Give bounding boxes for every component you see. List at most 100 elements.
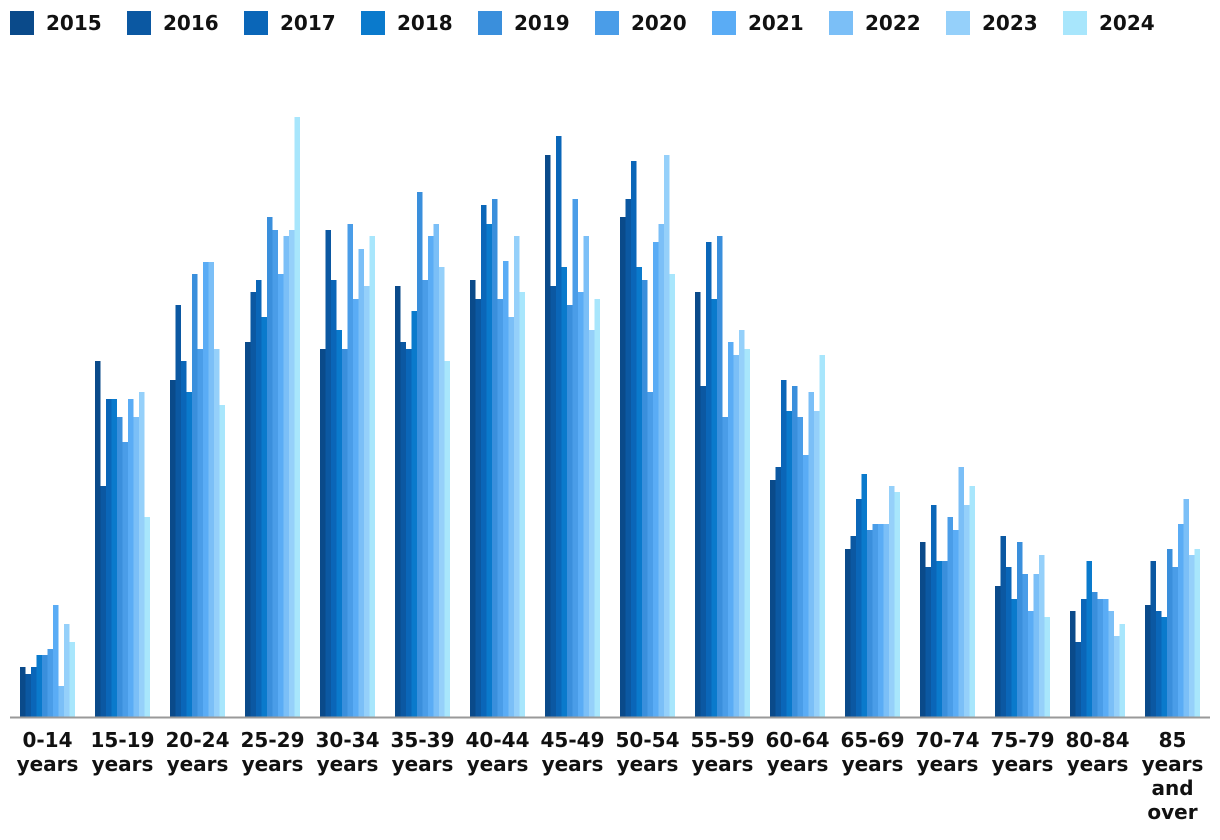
bar	[572, 199, 578, 717]
x-tick-label: 75-79 years	[990, 728, 1055, 776]
legend-label: 2021	[748, 11, 804, 35]
legend-label: 2022	[865, 11, 921, 35]
bar	[936, 561, 942, 717]
bar	[958, 467, 964, 717]
bar	[406, 349, 412, 717]
bar	[947, 517, 953, 717]
x-tick-label: 60-64 years	[765, 728, 830, 776]
bar	[861, 474, 867, 717]
bar	[1194, 549, 1200, 717]
x-tick-label: 80-84 years	[1065, 728, 1130, 776]
bar	[369, 236, 375, 717]
bar	[417, 192, 423, 717]
bar	[342, 349, 348, 717]
bar	[192, 274, 198, 717]
bar	[883, 524, 889, 717]
bar	[878, 524, 884, 717]
bar	[567, 305, 573, 717]
x-tick-label: 65-69 years	[840, 728, 905, 776]
bar	[128, 399, 134, 717]
x-tick-label: 30-34 years	[315, 728, 380, 776]
bar	[819, 355, 825, 717]
legend-label: 2019	[514, 11, 570, 35]
bar	[353, 299, 359, 717]
bar	[144, 517, 150, 717]
legend-item: 2016	[127, 10, 219, 36]
bar	[325, 230, 331, 717]
bar	[481, 205, 487, 717]
bar	[636, 267, 642, 717]
bar	[545, 155, 551, 717]
bar	[347, 224, 353, 717]
legend-label: 2018	[397, 11, 453, 35]
bar	[95, 361, 101, 717]
bar	[289, 230, 295, 717]
bar	[894, 492, 900, 717]
legend-swatch	[478, 11, 502, 35]
legend-swatch	[712, 11, 736, 35]
x-tick-label: 25-29 years	[240, 728, 305, 776]
bar	[470, 280, 476, 717]
bar	[647, 392, 653, 717]
legend-swatch	[946, 11, 970, 35]
bar	[850, 536, 856, 717]
bar	[336, 330, 342, 717]
bar	[283, 236, 289, 717]
bar	[20, 667, 26, 717]
bar	[1189, 555, 1195, 717]
bar	[203, 262, 209, 717]
bar	[717, 236, 723, 717]
bar	[1011, 599, 1017, 717]
bar	[36, 655, 42, 717]
bar	[808, 392, 814, 717]
bar	[69, 642, 75, 717]
bar	[514, 236, 520, 717]
bar	[208, 262, 214, 717]
bar	[889, 486, 895, 717]
bar	[781, 380, 787, 717]
legend-swatch	[829, 11, 853, 35]
bar	[733, 355, 739, 717]
bar	[1150, 561, 1156, 717]
bar	[25, 674, 31, 717]
legend-swatch	[1063, 11, 1087, 35]
bar	[1183, 499, 1189, 717]
bar	[1114, 636, 1120, 717]
bar	[969, 486, 975, 717]
bar	[1070, 611, 1076, 717]
bar	[1092, 592, 1098, 717]
legend-item: 2015	[10, 10, 102, 36]
bar	[519, 292, 525, 717]
bar	[856, 499, 862, 717]
bar	[170, 380, 176, 717]
bar	[594, 299, 600, 717]
legend-item: 2024	[1063, 10, 1155, 36]
legend-item: 2018	[361, 10, 453, 36]
legend-swatch	[10, 11, 34, 35]
bar	[1006, 567, 1012, 717]
bar	[1119, 624, 1125, 717]
bar	[872, 524, 878, 717]
bar	[814, 411, 820, 717]
bar	[770, 480, 776, 717]
bar	[578, 292, 584, 717]
x-tick-label: 40-44 years	[465, 728, 530, 776]
bar	[256, 280, 262, 717]
bar	[439, 267, 445, 717]
bar	[625, 199, 631, 717]
x-tick-label: 55-59 years	[690, 728, 755, 776]
x-tick-label: 35-39 years	[390, 728, 455, 776]
legend-item: 2021	[712, 10, 804, 36]
bar	[47, 649, 53, 717]
x-tick-label: 50-54 years	[615, 728, 680, 776]
bar	[1161, 617, 1167, 717]
bar	[294, 117, 300, 717]
bar	[792, 386, 798, 717]
legend-swatch	[595, 11, 619, 35]
bar	[867, 530, 873, 717]
bar	[111, 399, 117, 717]
bar	[1097, 599, 1103, 717]
bar	[653, 242, 659, 717]
